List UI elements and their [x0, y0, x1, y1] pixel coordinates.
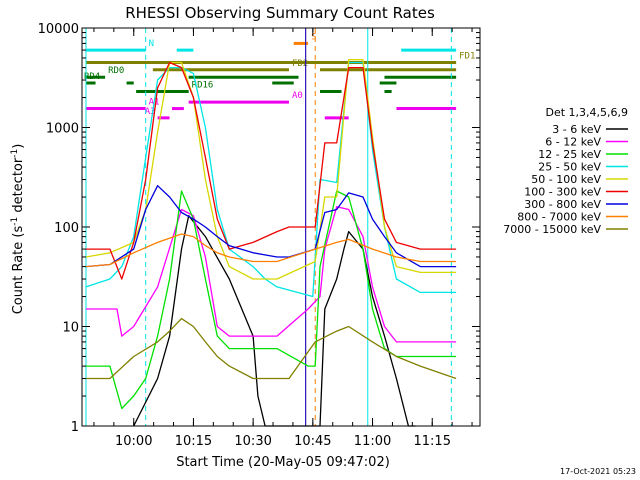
x-tick-label: 11:00: [354, 434, 391, 449]
y-tick-label: 10: [62, 321, 79, 336]
x-axis-ticks: 10:00 10:15 10:30 10:45 11:00 11:15: [93, 28, 473, 449]
x-axis-label: Start Time (20-May-05 09:47:02): [176, 455, 390, 470]
legend-entry-label: 12 - 25 keV: [538, 148, 601, 161]
x-tick-label: 10:45: [294, 434, 331, 449]
x-tick-label: 10:15: [175, 434, 212, 449]
chart-title: RHESSI Observing Summary Count Rates: [125, 4, 435, 22]
x-tick-label: 10:00: [115, 434, 152, 449]
legend-header: Det 1,3,4,5,6,9: [545, 106, 628, 119]
series-line: [86, 206, 457, 343]
y-tick-label: 1000: [46, 122, 79, 137]
series-line: [85, 61, 457, 298]
legend-entry-label: 3 - 6 keV: [552, 123, 601, 136]
legend-entry-label: 800 - 7000 keV: [517, 211, 601, 224]
flag-bar-label: RD16: [192, 81, 214, 91]
series-line: [86, 190, 457, 410]
legend-entry-label: 7000 - 15000 keV: [503, 223, 601, 236]
y-tick-label: 100: [54, 221, 79, 236]
flag-bar-label: S: [311, 32, 316, 42]
series-line: [85, 185, 457, 268]
x-tick-label: 10:30: [234, 434, 271, 449]
series-layer: [85, 59, 457, 427]
x-tick-label: 11:15: [414, 434, 451, 449]
generation-timestamp: 17-Oct-2021 05:23: [560, 467, 636, 476]
y-axis-label: Count Rate (s-1 detector-1): [10, 144, 26, 315]
series-line: [86, 61, 457, 280]
legend-entry-label: 6 - 12 keV: [545, 136, 601, 149]
legend-entry-label: 100 - 300 keV: [524, 186, 601, 199]
y-tick-label: 1: [71, 420, 79, 435]
series-line: [85, 233, 457, 268]
flag-bar-label: A3: [145, 107, 156, 117]
series-line: [86, 317, 457, 380]
flag-bar-label: A0: [292, 91, 303, 101]
flag-bar-label: N: [149, 39, 154, 49]
flag-bar-label: RD4: [84, 72, 100, 82]
legend-entry-label: 50 - 100 keV: [531, 173, 601, 186]
legend-entry-label: 300 - 800 keV: [524, 198, 601, 211]
flag-bar-label: FD2: [292, 59, 308, 69]
legend-entry-label: 25 - 50 keV: [538, 161, 601, 174]
y-axis-ticks: 1 10 100 1000 10000: [38, 22, 480, 435]
y-tick-label: 10000: [38, 22, 79, 37]
flag-bar-label: FD1: [459, 52, 475, 62]
flag-bar-label: RD0: [108, 66, 124, 76]
